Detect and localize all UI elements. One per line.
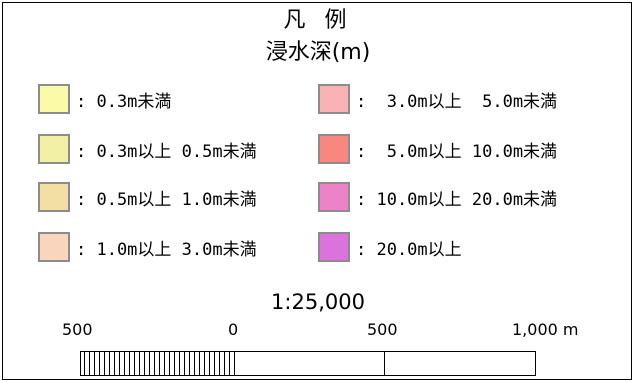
scale-tick-zero: 0	[228, 320, 239, 339]
legend-label: : 5.0m以上 10.0m未満	[356, 141, 558, 162]
legend-label: : 20.0m以上	[356, 239, 462, 260]
legend-title: 凡 例	[283, 8, 353, 33]
legend-swatch	[38, 182, 70, 212]
legend-item-7: : 20.0m以上	[318, 230, 462, 264]
legend-label: : 0.3m未満	[76, 91, 172, 112]
legend-swatch	[318, 232, 350, 262]
scale-tick-left: 500	[62, 320, 93, 339]
scale-bar-outline	[80, 351, 536, 376]
scale-bar	[80, 351, 536, 376]
legend-subtitle: 浸水深(m)	[265, 40, 371, 65]
scale-tick-middle: 500	[367, 320, 398, 339]
legend-label: : 1.0m以上 3.0m未満	[76, 239, 257, 260]
legend-swatch	[38, 134, 70, 164]
legend-item-1: : 0.3m以上 0.5m未満	[38, 132, 257, 166]
legend-swatch	[318, 134, 350, 164]
legend-item-2: : 0.5m以上 1.0m未満	[38, 180, 257, 214]
legend-label: : 10.0m以上 20.0m未満	[356, 189, 558, 210]
legend-item-0: : 0.3m未満	[38, 82, 171, 116]
legend-item-4: : 3.0m以上 5.0m未満	[318, 82, 557, 116]
legend-item-3: : 1.0m以上 3.0m未満	[38, 230, 257, 264]
legend-swatch	[38, 84, 70, 114]
scale-tick-right: 1,000 m	[512, 320, 579, 339]
legend-swatch	[38, 232, 70, 262]
legend-label: : 0.3m以上 0.5m未満	[76, 141, 257, 162]
scale-ratio: 1:25,000	[271, 290, 365, 314]
legend-swatch	[318, 84, 350, 114]
legend-label: : 3.0m以上 5.0m未満	[356, 91, 558, 112]
legend-swatch	[318, 182, 350, 212]
legend-label: : 0.5m以上 1.0m未満	[76, 189, 257, 210]
scale-bar-hatch	[84, 351, 230, 376]
legend-item-6: : 10.0m以上 20.0m未満	[318, 180, 557, 214]
legend-item-5: : 5.0m以上 10.0m未満	[318, 132, 557, 166]
